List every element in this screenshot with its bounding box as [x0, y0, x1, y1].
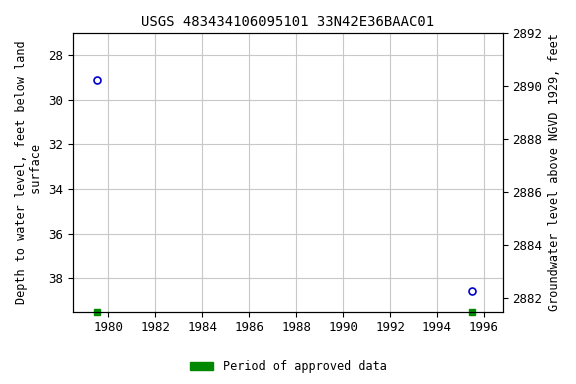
- Legend: Period of approved data: Period of approved data: [185, 356, 391, 378]
- Y-axis label: Depth to water level, feet below land
 surface: Depth to water level, feet below land su…: [15, 41, 43, 304]
- Title: USGS 483434106095101 33N42E36BAAC01: USGS 483434106095101 33N42E36BAAC01: [142, 15, 434, 29]
- Y-axis label: Groundwater level above NGVD 1929, feet: Groundwater level above NGVD 1929, feet: [548, 33, 561, 311]
